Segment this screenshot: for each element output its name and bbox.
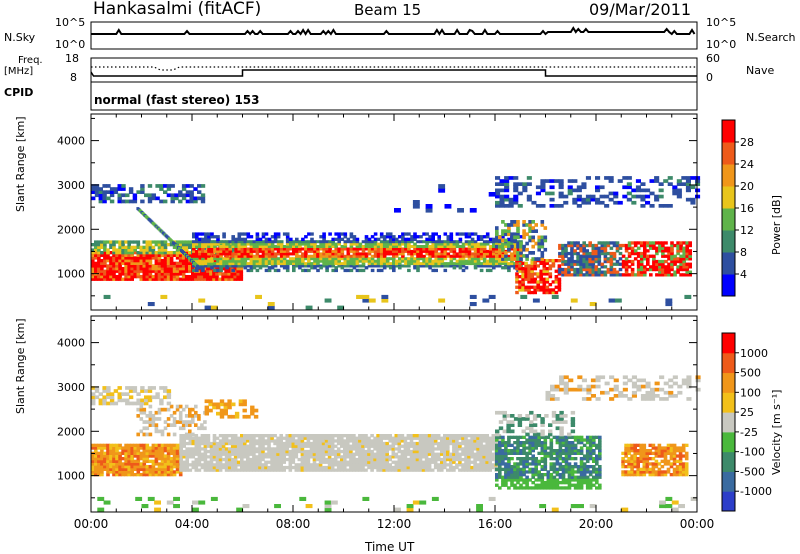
freq-unit: [MHz] xyxy=(4,66,34,77)
power-colorbar: 28 24 20 16 12 8 4 xyxy=(721,119,754,297)
beam-label: Beam 15 xyxy=(354,1,422,19)
x-tick-label: 08:00 xyxy=(276,517,311,531)
cpid-label: CPID xyxy=(4,86,34,99)
freq-panel xyxy=(90,57,698,83)
nave-top-tick: 60 xyxy=(706,52,720,65)
colorbar-tick-label: -100 xyxy=(740,446,765,459)
x-tick-label: 04:00 xyxy=(175,517,210,531)
y-tick-label: 4000 xyxy=(57,135,85,148)
nsky-bottom-tick: 10^0 xyxy=(55,38,86,51)
colorbar-tick-label: 100 xyxy=(740,386,761,399)
y-tick-label: 2000 xyxy=(57,223,85,236)
x-tick-label: 00:00 xyxy=(74,517,109,531)
power-panel: 4000 3000 2000 1000 xyxy=(57,113,701,311)
y-tick-label: 4000 xyxy=(57,337,85,350)
station-title: Hankasalmi (fitACF) xyxy=(93,0,262,19)
colorbar-tick-label: 16 xyxy=(740,202,754,215)
y-tick-label: 3000 xyxy=(57,179,85,192)
colorbar-tick-label: 1000 xyxy=(740,347,768,360)
colorbar-tick-label: -500 xyxy=(740,465,765,478)
y-tick-label: 3000 xyxy=(57,381,85,394)
colorbar-tick-label: 20 xyxy=(740,180,754,193)
x-tick-label: 20:00 xyxy=(579,517,614,531)
power-ylabel: Slant Range [km] xyxy=(14,116,27,212)
velocity-panel: 4000 3000 2000 1000 xyxy=(57,315,701,513)
freq-top-tick: 18 xyxy=(65,52,79,65)
velocity-cbar-label: Velocity [m s⁻¹] xyxy=(770,389,783,475)
colorbar-tick-label: 28 xyxy=(740,136,754,149)
nsky-label: N.Sky xyxy=(4,31,36,44)
nave-bottom-tick: 0 xyxy=(706,71,713,84)
freq-bottom-tick: 8 xyxy=(70,71,77,84)
x-tick-label: 00:00 xyxy=(680,517,715,531)
power-heatmap-cells xyxy=(91,176,701,310)
colorbar-tick-label: 8 xyxy=(740,246,747,259)
freq-label: Freq. xyxy=(18,55,43,66)
x-axis-title: Time UT xyxy=(365,540,415,554)
y-tick-label: 2000 xyxy=(57,425,85,438)
nave-label: Nave xyxy=(746,64,775,77)
y-tick-label: 1000 xyxy=(57,470,85,483)
velocity-colorbar: 1000 500 100 25 -25 -100 -500 -1000 xyxy=(721,332,772,512)
x-tick-label: 16:00 xyxy=(478,517,513,531)
date-label: 09/Mar/2011 xyxy=(589,0,692,19)
colorbar-tick-label: 24 xyxy=(740,158,754,171)
velocity-heatmap-cells xyxy=(91,375,701,512)
nsky-top-tick: 10^5 xyxy=(55,16,86,29)
colorbar-tick-label: 500 xyxy=(740,367,761,380)
cpid-panel xyxy=(90,81,698,111)
colorbar-tick-label: 12 xyxy=(740,224,754,237)
x-tick-label: 12:00 xyxy=(377,517,412,531)
nsearch-label: N.Search xyxy=(746,31,796,44)
colorbar-tick-label: 4 xyxy=(740,268,747,281)
nsearch-bottom-tick: 10^0 xyxy=(706,38,737,51)
nsky-panel xyxy=(90,21,698,50)
colorbar-tick-label: -1000 xyxy=(740,485,772,498)
cpid-mode: normal (fast stereo) 153 xyxy=(94,93,260,107)
nsearch-top-tick: 10^5 xyxy=(706,16,737,29)
power-cbar-label: Power [dB] xyxy=(770,195,783,255)
colorbar-tick-label: 25 xyxy=(740,406,754,419)
colorbar-tick-label: -25 xyxy=(740,426,758,439)
velocity-ylabel: Slant Range [km] xyxy=(14,318,27,414)
y-tick-label: 1000 xyxy=(57,268,85,281)
